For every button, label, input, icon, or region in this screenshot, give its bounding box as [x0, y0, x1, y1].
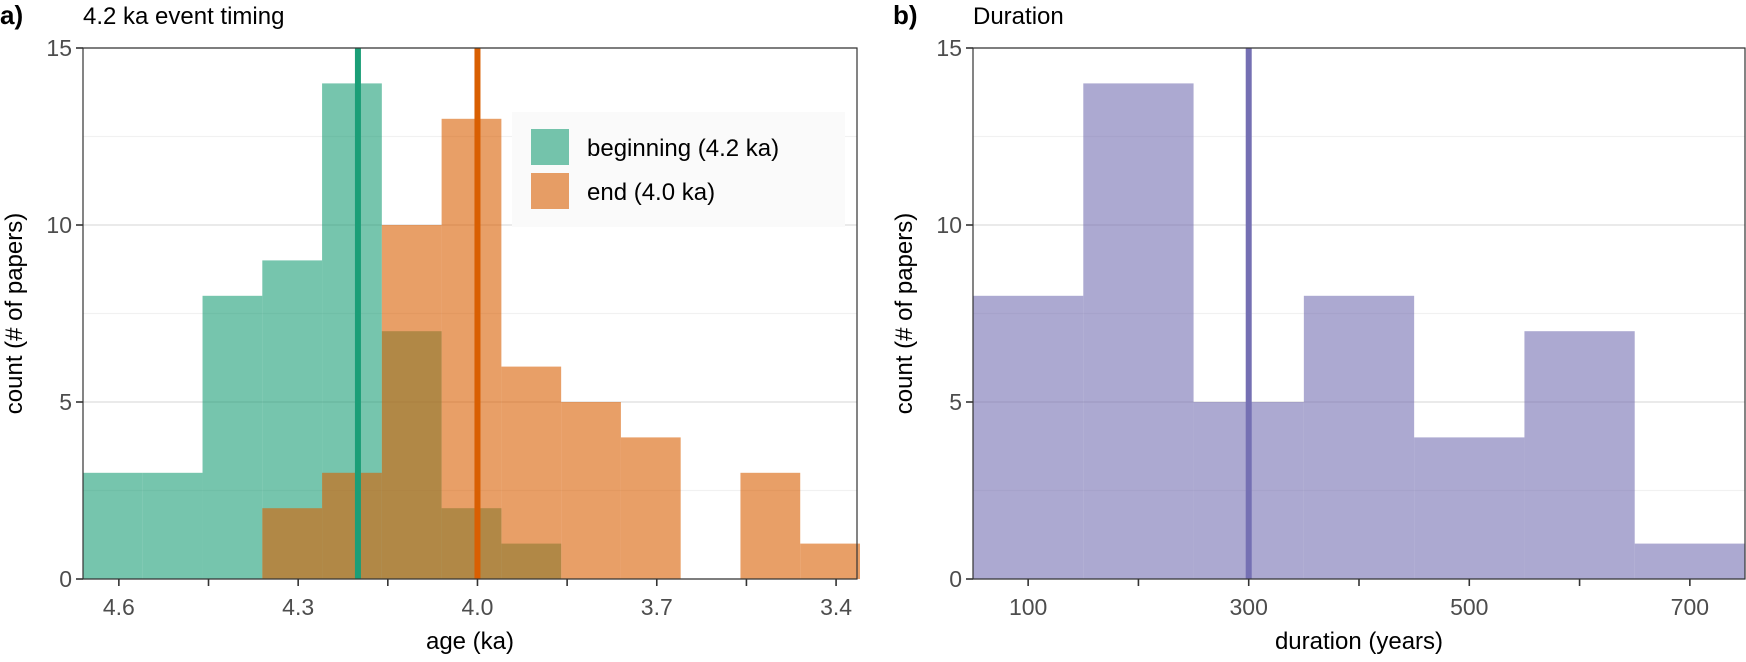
y-tick-label: 10: [46, 212, 72, 238]
x-tick-label: 700: [1671, 594, 1709, 620]
panel-a-legend: beginning (4.2 ka) end (4.0 ka): [512, 112, 845, 227]
panel-b-tag: b): [893, 0, 918, 30]
y-tick-label: 15: [936, 35, 962, 61]
x-tick-label: 4.3: [282, 594, 314, 620]
histogram-bar-end: [501, 366, 562, 579]
histogram-bar-end: [441, 118, 502, 580]
x-tick-label: 3.4: [820, 594, 852, 620]
panel-a-title: 4.2 ka event timing: [83, 3, 284, 30]
panel-a-frame: [82, 47, 858, 580]
panel-b-x-axis-title: duration (years): [1275, 628, 1443, 655]
histogram-bar-end: [322, 472, 382, 579]
panel-b-axes: 0 5 10 15 100 300 500 700: [936, 35, 1709, 620]
panel-b-bars: [973, 83, 1745, 580]
histogram-bar-duration: [1303, 295, 1415, 579]
histogram-bar-end: [620, 437, 681, 579]
panel-a-event-timing: a) 4.2 ka event timing beginning (4.2 ka…: [0, 0, 860, 655]
histogram-bar-end: [262, 508, 323, 579]
panel-b-y-axis-title: count (# of papers): [891, 213, 918, 414]
legend-swatch-end: [531, 173, 569, 209]
legend-label-beginning: beginning (4.2 ka): [587, 135, 779, 162]
x-tick-label: 3.7: [641, 594, 673, 620]
y-tick-label: 10: [936, 212, 962, 238]
panel-b-title: Duration: [973, 3, 1064, 30]
histogram-bar-duration: [1524, 331, 1635, 579]
legend-label-end: end (4.0 ka): [587, 179, 715, 206]
panel-b-duration: b) Duration 0 5 10 15 100 300 500 700 duration …: [891, 0, 1746, 655]
y-tick-label: 5: [59, 389, 72, 415]
histogram-bar-duration: [1083, 83, 1194, 580]
y-tick-label: 0: [59, 566, 72, 592]
histogram-bar-end: [740, 472, 801, 579]
x-tick-label: 300: [1230, 594, 1268, 620]
panel-a-x-axis-title: age (ka): [426, 628, 514, 655]
x-tick-label: 500: [1450, 594, 1488, 620]
histogram-bar-end: [800, 543, 860, 579]
histogram-bar-beginning: [202, 295, 263, 579]
panel-a-axes: 0 5 10 15 4.6 4.3 4.0 3.7 3.4: [46, 35, 852, 620]
y-tick-label: 0: [949, 566, 962, 592]
x-tick-label: 4.6: [103, 594, 135, 620]
histogram-bar-beginning: [83, 472, 143, 579]
histogram-bar-duration: [1414, 437, 1525, 579]
y-tick-label: 5: [949, 389, 962, 415]
y-tick-label: 15: [46, 35, 72, 61]
histogram-bar-beginning: [142, 472, 203, 579]
panel-a-bars: [83, 83, 860, 580]
legend-swatch-beginning: [531, 129, 569, 165]
panel-a-tag: a): [0, 0, 23, 30]
histogram-bar-end: [561, 402, 621, 579]
panel-a-y-axis-title: count (# of papers): [1, 213, 28, 414]
x-tick-label: 100: [1009, 594, 1047, 620]
x-tick-label: 4.0: [461, 594, 493, 620]
histogram-bar-duration: [1634, 543, 1745, 579]
panel-a-reference-lines: [354, 48, 481, 579]
histogram-bar-end: [381, 225, 442, 579]
histogram-bar-duration: [973, 295, 1084, 579]
